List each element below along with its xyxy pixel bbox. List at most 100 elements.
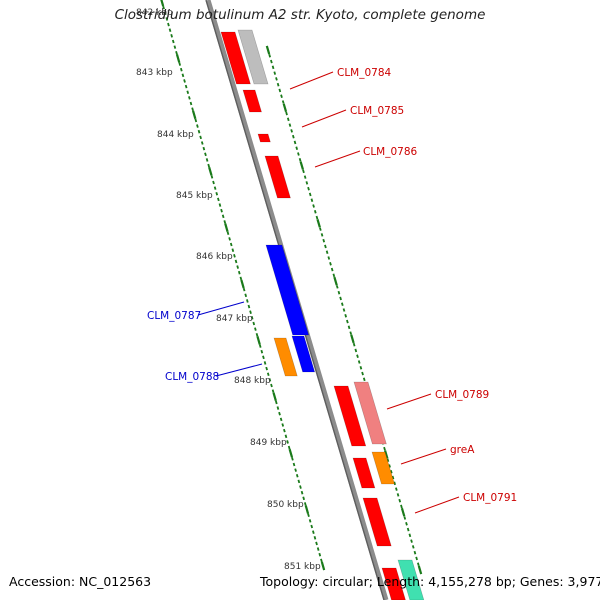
tick-mark-right xyxy=(292,134,295,139)
label-leader-line xyxy=(215,363,263,377)
gene-block[interactable] xyxy=(371,451,395,485)
tick-mark-left xyxy=(191,110,197,120)
tick-mark-right xyxy=(337,290,341,295)
tick-mark-left xyxy=(181,73,185,78)
tick-mark-left xyxy=(320,561,326,571)
tick-mark-left xyxy=(240,279,245,289)
gene-block[interactable] xyxy=(353,381,387,445)
tick-mark-left xyxy=(228,237,231,241)
tick-mark-left xyxy=(170,34,173,38)
tick-mark-right xyxy=(298,157,302,162)
scale-label: 851 kbp xyxy=(284,562,321,572)
tick-mark-left xyxy=(160,0,165,7)
gene-label[interactable]: greA xyxy=(450,444,475,456)
tick-mark-right xyxy=(329,261,332,266)
tick-mark-left xyxy=(252,321,256,326)
tick-mark-left xyxy=(284,434,288,439)
tick-mark-left xyxy=(294,468,297,472)
gene-label[interactable]: CLM_0787 xyxy=(147,310,201,322)
gene-block[interactable] xyxy=(264,155,291,199)
tick-mark-right xyxy=(330,267,334,272)
gene-block[interactable] xyxy=(397,559,425,600)
gene-block[interactable] xyxy=(242,89,262,113)
tick-mark-right xyxy=(319,227,322,231)
tick-mark-left xyxy=(291,457,294,461)
tick-mark-left xyxy=(217,197,220,202)
tick-mark-right xyxy=(398,498,402,503)
tick-mark-left xyxy=(304,505,310,514)
tick-mark-left xyxy=(310,524,314,529)
tick-mark-left xyxy=(272,392,277,402)
tick-mark-left xyxy=(303,502,307,506)
gene-label[interactable]: CLM_0788 xyxy=(165,371,219,383)
tick-mark-right xyxy=(354,348,358,353)
tick-mark-left xyxy=(275,400,278,405)
gene-block[interactable] xyxy=(352,457,376,489)
gene-label[interactable]: CLM_0791 xyxy=(463,492,517,504)
tick-mark-left xyxy=(292,462,296,467)
gene-block[interactable] xyxy=(265,244,310,336)
tick-mark-right xyxy=(332,273,336,278)
tick-mark-left xyxy=(213,186,217,190)
gene-block[interactable] xyxy=(362,497,392,547)
gene-block[interactable] xyxy=(333,385,367,447)
tick-mark-left xyxy=(278,411,281,416)
tick-mark-right xyxy=(278,88,282,93)
tick-mark-right xyxy=(290,129,293,133)
label-leader-line xyxy=(386,393,432,410)
gene-block[interactable] xyxy=(257,133,271,143)
tick-mark-right xyxy=(356,354,359,359)
tick-mark-left xyxy=(188,96,191,100)
tick-mark-left xyxy=(163,11,167,16)
tick-mark-right xyxy=(411,545,415,549)
tick-mark-right xyxy=(344,313,348,318)
tick-mark-right xyxy=(346,319,349,324)
tick-mark-left xyxy=(199,135,202,140)
tick-mark-left xyxy=(210,175,214,179)
tick-mark-right xyxy=(312,204,315,208)
tick-mark-right xyxy=(388,464,391,468)
tick-mark-left xyxy=(231,248,235,252)
tick-mark-right xyxy=(313,209,317,214)
tick-mark-left xyxy=(184,84,188,89)
gene-block[interactable] xyxy=(381,567,406,600)
tick-mark-right xyxy=(265,45,271,55)
tick-mark-right xyxy=(347,325,351,330)
gene-label[interactable]: CLM_0789 xyxy=(435,389,489,401)
tick-mark-left xyxy=(167,22,170,27)
scale-label: 843 kbp xyxy=(136,68,173,78)
gene-label[interactable]: CLM_0784 xyxy=(337,67,392,79)
tick-mark-left xyxy=(180,67,183,72)
scale-label: 849 kbp xyxy=(250,438,287,448)
tick-mark-left xyxy=(200,141,204,145)
tick-mark-left xyxy=(316,547,320,551)
tick-mark-left xyxy=(204,152,207,157)
tick-mark-left xyxy=(255,332,259,337)
tick-mark-left xyxy=(302,496,305,501)
tick-mark-right xyxy=(293,140,297,145)
tick-mark-left xyxy=(320,558,323,563)
tick-mark-left xyxy=(258,344,262,348)
accession-text: Accession: NC_012563 xyxy=(9,574,152,589)
gene-block[interactable] xyxy=(237,29,269,85)
tick-mark-right xyxy=(315,215,319,220)
tick-mark-left xyxy=(237,270,241,275)
gene-label[interactable]: CLM_0786 xyxy=(363,146,418,158)
gene-block[interactable] xyxy=(273,337,298,377)
tick-mark-right xyxy=(302,169,305,174)
tick-mark-right xyxy=(352,342,356,347)
tick-mark-left xyxy=(300,490,304,495)
tick-mark-right xyxy=(357,360,361,364)
gene-block[interactable] xyxy=(291,335,316,373)
gene-block[interactable] xyxy=(220,31,251,85)
label-leader-line xyxy=(400,448,447,465)
tick-mark-left xyxy=(197,129,201,134)
tick-mark-right xyxy=(297,152,300,156)
map-title: Clostridium botulinum A2 str. Kyoto, com… xyxy=(114,7,486,23)
tick-mark-left xyxy=(247,304,251,309)
tick-mark-left xyxy=(299,485,302,489)
tick-mark-right xyxy=(400,507,406,517)
gene-label[interactable]: CLM_0785 xyxy=(350,105,404,117)
tick-mark-left xyxy=(249,310,252,314)
tick-mark-left xyxy=(218,203,222,207)
